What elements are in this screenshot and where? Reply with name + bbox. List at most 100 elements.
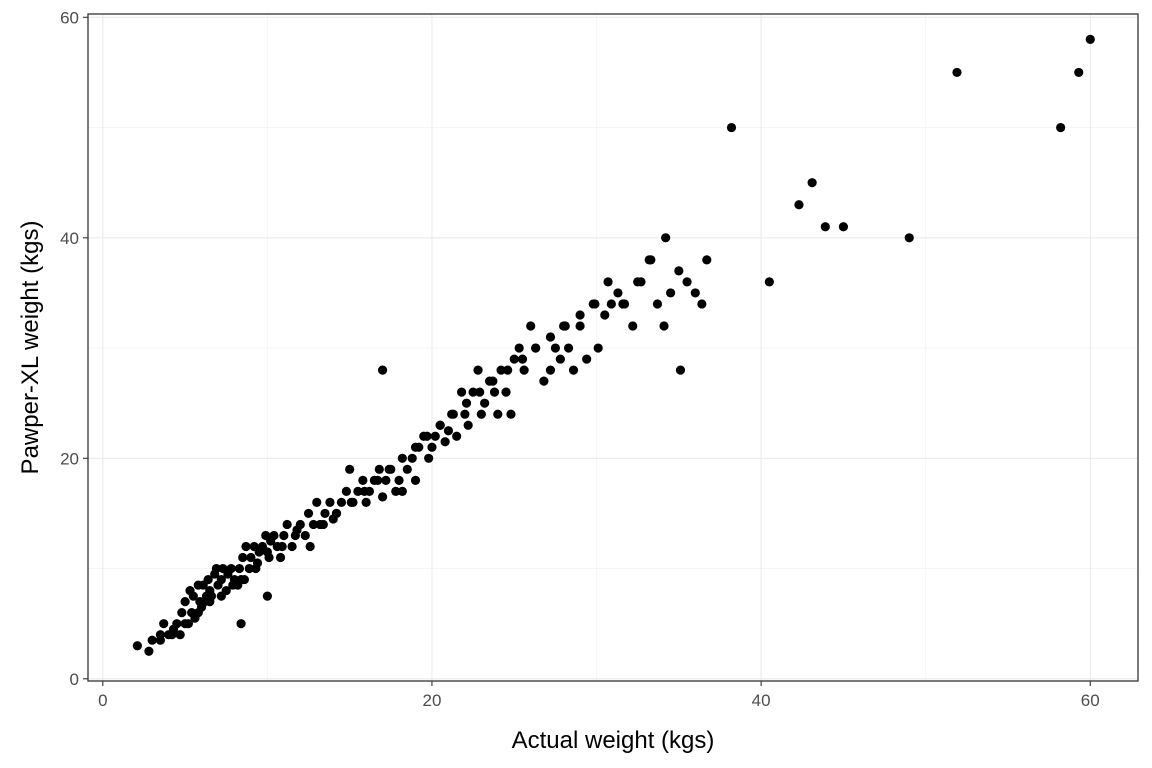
data-point: [443, 426, 454, 436]
data-point: [410, 475, 421, 485]
y-axis-ticks: 0 20 40 60: [60, 8, 88, 689]
major-gridlines: [88, 14, 1138, 681]
x-tick-label: 40: [752, 691, 771, 710]
data-point: [384, 464, 394, 474]
data-point: [410, 442, 421, 452]
minor-gridlines: [88, 14, 1138, 681]
data-point: [175, 630, 185, 640]
data-point: [422, 431, 432, 441]
data-point: [838, 222, 849, 232]
data-point: [575, 321, 585, 331]
data-point: [358, 475, 368, 485]
data-point: [264, 552, 274, 563]
data-point: [475, 387, 485, 397]
data-point: [234, 563, 245, 574]
plot-panel-border: [87, 13, 1139, 682]
data-point: [488, 376, 498, 386]
data-point: [613, 288, 623, 298]
data-point: [216, 574, 226, 585]
data-point: [373, 475, 383, 485]
data-point: [318, 519, 328, 530]
data-point: [325, 497, 335, 507]
data-point: [600, 310, 610, 320]
y-axis-title: Pawper-XL weight (kgs): [17, 221, 44, 475]
data-point: [180, 597, 190, 607]
data-point: [336, 497, 347, 507]
data-point: [341, 486, 351, 496]
data-point: [159, 619, 169, 629]
data-point: [460, 409, 470, 419]
data-point: [211, 563, 221, 574]
data-point: [132, 641, 142, 651]
data-point: [517, 354, 528, 364]
data-point: [480, 398, 490, 408]
data-point: [545, 365, 556, 375]
data-point: [282, 519, 292, 530]
data-point: [628, 321, 638, 331]
data-point: [147, 635, 157, 645]
data-point: [563, 343, 574, 353]
data-point: [346, 497, 356, 507]
data-point: [397, 486, 407, 496]
data-point: [275, 552, 286, 563]
data-point: [509, 354, 519, 364]
data-point: [359, 486, 370, 496]
data-point: [582, 354, 592, 364]
data-point: [550, 343, 561, 353]
data-point: [519, 365, 529, 375]
data-point: [374, 464, 384, 474]
data-point: [531, 343, 541, 353]
data-point: [560, 321, 570, 331]
data-point: [514, 343, 524, 353]
data-point: [377, 365, 388, 375]
data-point: [452, 431, 462, 441]
data-point: [287, 541, 297, 552]
data-point: [764, 277, 774, 287]
data-point: [473, 365, 483, 375]
y-tick-label: 20: [60, 449, 79, 468]
data-point: [493, 409, 503, 419]
data-point: [674, 266, 684, 276]
data-point: [501, 387, 511, 397]
data-point: [216, 591, 226, 601]
data-point: [277, 541, 287, 552]
data-point: [300, 530, 310, 541]
data-point: [545, 332, 556, 342]
data-point: [361, 497, 371, 507]
data-point: [427, 442, 437, 452]
data-point: [1074, 67, 1084, 78]
data-point: [320, 508, 330, 519]
data-point: [682, 277, 692, 287]
x-tick-label: 60: [1081, 691, 1100, 710]
data-point: [461, 398, 472, 408]
data-point: [295, 519, 305, 530]
data-point: [180, 619, 190, 629]
data-point: [489, 387, 500, 397]
data-point: [279, 530, 289, 541]
data-point: [435, 420, 445, 430]
data-point: [618, 299, 628, 309]
data-point: [308, 519, 319, 530]
data-point: [440, 437, 450, 447]
x-tick-label: 20: [423, 691, 442, 710]
data-point: [666, 288, 676, 298]
data-point: [603, 277, 613, 287]
data-point: [381, 475, 391, 485]
data-point: [606, 299, 616, 309]
x-tick-label: 0: [98, 691, 107, 710]
data-points: [132, 34, 1095, 656]
data-point: [238, 552, 248, 563]
data-point: [476, 409, 486, 419]
x-axis-ticks: 0 20 40 60: [98, 681, 1100, 710]
data-point: [188, 591, 198, 601]
data-point: [539, 376, 549, 386]
data-point: [228, 580, 238, 590]
data-point: [269, 530, 279, 541]
data-point: [236, 619, 246, 629]
data-point: [690, 288, 700, 298]
data-point: [155, 635, 166, 645]
data-point: [244, 563, 254, 574]
data-point: [463, 420, 473, 430]
data-point: [820, 222, 830, 232]
data-point: [251, 563, 261, 574]
